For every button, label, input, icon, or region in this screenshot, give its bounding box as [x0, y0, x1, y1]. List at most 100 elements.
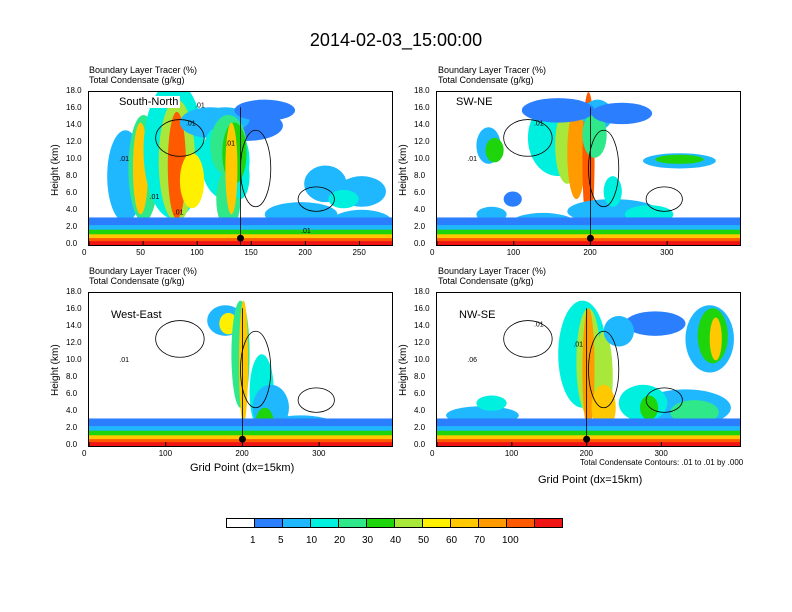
y-tick-label: 16.0 [66, 304, 82, 313]
x-tick-label: 100 [504, 449, 519, 458]
x-axis-label: Grid Point (dx=15km) [538, 474, 643, 486]
y-tick-label: 10.0 [414, 355, 430, 364]
y-tick-label: 4.0 [414, 406, 426, 415]
y-tick-label: 6.0 [66, 188, 78, 197]
colorbar-swatch [478, 518, 507, 528]
x-tick-label: 300 [660, 248, 674, 257]
colorbar-label: 5 [278, 535, 284, 546]
condensate-contour [155, 119, 205, 157]
colorbar-label: 60 [446, 535, 458, 546]
panel-header-line2: Total Condensate (g/kg) [438, 276, 534, 286]
tracer-region [234, 99, 296, 122]
y-tick-label: 14.0 [414, 120, 430, 129]
colorbar-label: 50 [418, 535, 430, 546]
y-axis-label: Height (km) [50, 144, 61, 196]
colorbar-swatch [366, 518, 395, 528]
heatmap-field: .06 .01 .01 [437, 300, 740, 446]
colorbar-swatch [422, 518, 451, 528]
panel-header-line2: Total Condensate (g/kg) [438, 75, 534, 85]
colorbar-swatch [450, 518, 479, 528]
condensate-contour [588, 330, 620, 409]
y-tick-label: 8.0 [66, 372, 78, 381]
y-tick-label: 18.0 [414, 86, 430, 95]
tracer-region [225, 122, 238, 215]
x-tick-label: 100 [190, 248, 204, 257]
boundary-layer-band [89, 442, 392, 446]
colorbar-swatch [534, 518, 563, 528]
y-tick-label: 8.0 [66, 171, 78, 180]
x-tick-label: 0 [430, 449, 435, 458]
x-tick-label: 100 [506, 248, 521, 257]
colorbar-label: 100 [502, 535, 519, 546]
colorbar-label: 20 [334, 535, 346, 546]
x-tick-label: 200 [583, 248, 597, 257]
y-tick-label: 12.0 [414, 137, 430, 146]
y-tick-label: 12.0 [66, 137, 82, 146]
y-tick-label: 10.0 [414, 154, 430, 163]
tracer-region [567, 107, 586, 200]
y-tick-label: 10.0 [66, 355, 82, 364]
tracer-region [503, 191, 522, 207]
y-axis-label: Height (km) [398, 344, 409, 396]
tracer-region [476, 395, 507, 411]
boundary-layer-band [437, 442, 740, 446]
condensate-contour [588, 129, 620, 208]
y-tick-label: 10.0 [66, 154, 82, 163]
tracer-region [709, 317, 722, 361]
main-title: 2014-02-03_15:00:00 [309, 30, 483, 50]
heatmap-field: .01 .01 .01 .01 .01 .01 .01 [89, 92, 392, 245]
tracer-region [328, 189, 359, 209]
contour-label: .01 [534, 322, 544, 329]
y-tick-label: 12.0 [414, 338, 430, 347]
colorbar-label: 70 [474, 535, 486, 546]
tracer-region [591, 102, 653, 125]
y-tick-label: 2.0 [66, 222, 78, 231]
y-tick-label: 14.0 [66, 321, 82, 330]
colorbar-label: 30 [362, 535, 374, 546]
colorbar-label: 10 [306, 535, 318, 546]
colorbar-swatch [226, 518, 255, 528]
heatmap-plot-nw-se: .06 .01 .01 NW-SE [436, 292, 741, 447]
direction-label: SW-NE [454, 96, 495, 108]
x-tick-label: 150 [244, 248, 258, 257]
tracer-region [521, 98, 595, 123]
y-tick-label: 4.0 [66, 406, 78, 415]
condensate-contour [297, 186, 335, 212]
location-marker [586, 234, 594, 242]
y-tick-label: 0.0 [66, 440, 78, 449]
x-tick-label: 200 [235, 449, 249, 458]
x-tick-label: 0 [430, 248, 435, 257]
contour-label: .01 [119, 156, 129, 163]
tracer-region [179, 153, 205, 209]
panel-header-line2: Total Condensate (g/kg) [89, 75, 185, 85]
tracer-region [640, 395, 659, 420]
y-tick-label: 6.0 [414, 188, 426, 197]
tracer-region [603, 315, 634, 347]
y-tick-label: 0.0 [414, 239, 426, 248]
contour-label: .01 [150, 194, 160, 201]
x-tick-label: 250 [352, 248, 366, 257]
x-tick-label: 300 [654, 449, 668, 458]
y-tick-label: 0.0 [414, 440, 426, 449]
y-axis-label: Height (km) [50, 344, 61, 396]
contour-label: .01 [534, 121, 544, 128]
x-axis-label: Grid Point (dx=15km) [190, 462, 295, 474]
direction-label: NW-SE [457, 309, 498, 321]
y-tick-label: 16.0 [414, 304, 430, 313]
y-tick-label: 16.0 [414, 103, 430, 112]
direction-label: West-East [109, 309, 164, 321]
colorbar-swatch [506, 518, 535, 528]
heatmap-plot-sw-ne: .01 .01 SW-NE [436, 91, 741, 246]
x-tick-label: 0 [82, 449, 87, 458]
tracer-region [624, 311, 686, 336]
y-tick-label: 14.0 [414, 321, 430, 330]
condensate-contour [645, 186, 683, 212]
panel-header-line1: Boundary Layer Tracer (%) [438, 65, 547, 75]
tracer-region [582, 111, 607, 158]
colorbar-swatch [310, 518, 339, 528]
x-tick-label: 0 [82, 248, 87, 257]
contour-label: .01 [573, 342, 583, 349]
direction-label: South-North [117, 96, 181, 108]
x-tick-label: 200 [298, 248, 312, 257]
tracer-region [603, 176, 622, 207]
